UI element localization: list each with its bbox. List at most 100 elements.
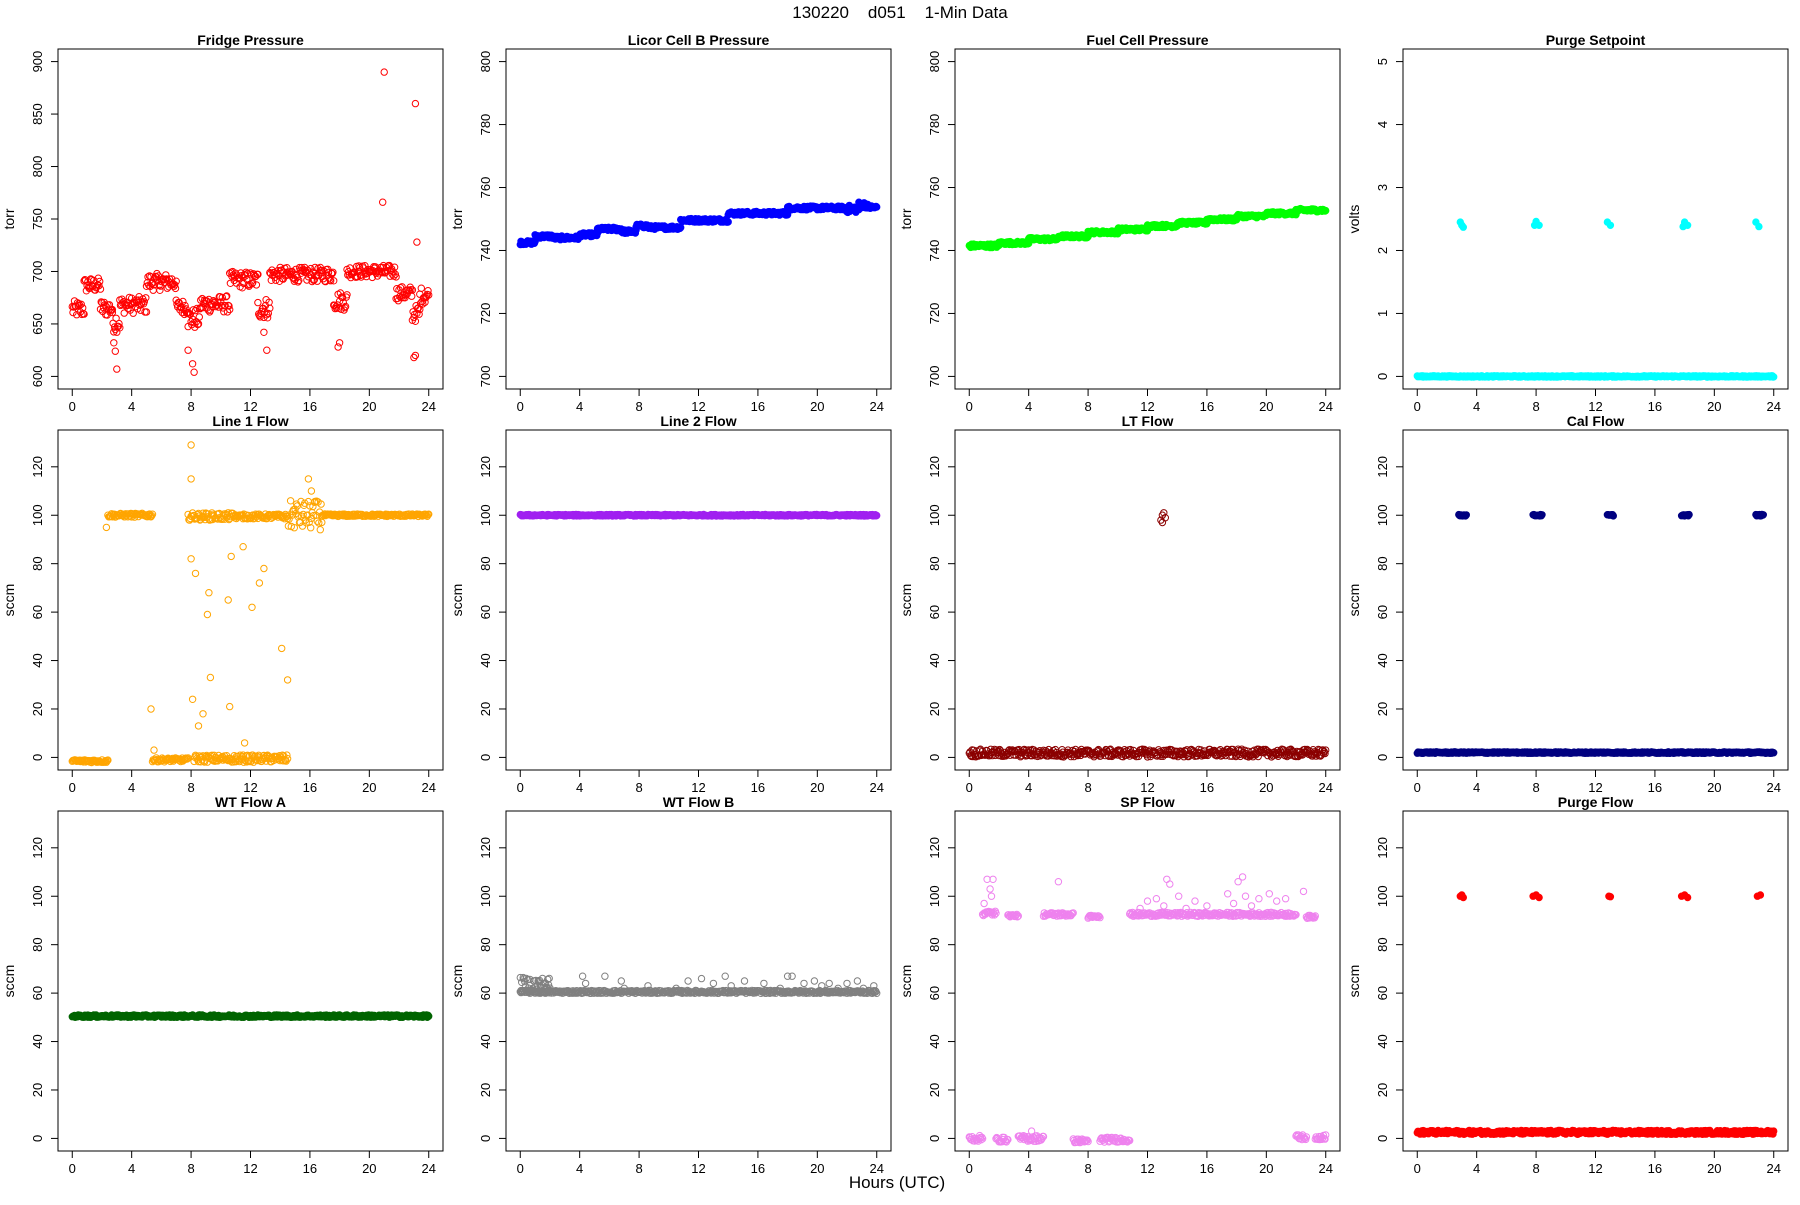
data-point [253, 282, 259, 288]
data-point [1771, 750, 1777, 756]
x-tick-label: 8 [187, 780, 194, 795]
y-tick-label: 120 [30, 456, 45, 478]
data-point [314, 518, 320, 524]
y-tick-label: 40 [30, 653, 45, 667]
y-tick-label: 0 [1375, 373, 1390, 380]
x-tick-label: 4 [1473, 399, 1480, 414]
panel-title: WT Flow B [663, 794, 735, 810]
x-tick-label: 24 [422, 1161, 436, 1176]
data-point [678, 224, 684, 230]
data-point [227, 703, 233, 709]
y-tick-label: 0 [30, 754, 45, 761]
data-point [206, 590, 212, 596]
x-tick-label: 20 [1259, 780, 1273, 795]
x-tick-label: 16 [751, 399, 765, 414]
panel-title: Line 1 Flow [212, 413, 288, 429]
x-tick-label: 12 [691, 399, 705, 414]
plot-frame [58, 430, 443, 770]
data-point [188, 476, 194, 482]
x-tick-label: 12 [243, 399, 257, 414]
y-tick-label: 3 [1375, 184, 1390, 191]
x-tick-label: 0 [69, 1161, 76, 1176]
panel-title: WT Flow A [215, 794, 286, 810]
data-point [1756, 223, 1762, 229]
y-tick-label: 800 [30, 156, 45, 178]
x-tick-label: 12 [1140, 399, 1154, 414]
y-tick-label: 850 [30, 103, 45, 125]
x-tick-label: 20 [1707, 780, 1721, 795]
series-points [517, 973, 880, 997]
y-tick-label: 120 [30, 837, 45, 859]
x-tick-label: 0 [1414, 399, 1421, 414]
plot-frame [955, 430, 1340, 770]
y-tick-label: 0 [478, 754, 493, 761]
y-tick-label: 700 [927, 366, 942, 388]
plot-frame [506, 811, 891, 1151]
data-point [1607, 222, 1613, 228]
y-tick-label: 720 [927, 303, 942, 325]
plot-frame [506, 430, 891, 770]
y-tick-label: 20 [478, 1083, 493, 1097]
y-tick-label: 60 [478, 986, 493, 1000]
y-tick-label: 900 [30, 51, 45, 73]
y-axis-label: sccm [1346, 584, 1362, 617]
data-point [305, 476, 311, 482]
y-tick-label: 4 [1375, 121, 1390, 128]
y-tick-label: 80 [927, 556, 942, 570]
data-point [1323, 207, 1329, 213]
series-points [1414, 218, 1777, 380]
y-tick-label: 2 [1375, 247, 1390, 254]
data-point [308, 488, 314, 494]
panel-title: Line 2 Flow [660, 413, 736, 429]
data-point [1463, 512, 1469, 518]
x-tick-label: 4 [576, 1161, 583, 1176]
y-axis-label: sccm [449, 965, 465, 998]
data-point [207, 674, 213, 680]
data-point [261, 565, 267, 571]
panel-title: Licor Cell B Pressure [628, 32, 770, 48]
y-axis-label: sccm [1, 584, 17, 617]
y-tick-label: 120 [478, 456, 493, 478]
data-point [874, 204, 880, 210]
x-tick-label: 4 [128, 399, 135, 414]
x-tick-label: 0 [1414, 780, 1421, 795]
y-axis-label: sccm [449, 584, 465, 617]
x-tick-label: 24 [1767, 399, 1781, 414]
data-point [185, 347, 191, 353]
x-tick-label: 20 [1707, 399, 1721, 414]
y-tick-label: 0 [30, 1135, 45, 1142]
data-point [426, 1013, 432, 1019]
x-tick-label: 12 [1588, 399, 1602, 414]
x-tick-label: 4 [1025, 399, 1032, 414]
data-point [239, 285, 245, 291]
data-point [249, 604, 255, 610]
y-tick-label: 700 [30, 261, 45, 283]
y-tick-label: 0 [1375, 754, 1390, 761]
x-tick-label: 0 [517, 780, 524, 795]
panel-title: Cal Flow [1567, 413, 1625, 429]
data-point [412, 352, 418, 358]
y-tick-label: 120 [1375, 456, 1390, 478]
x-tick-label: 12 [691, 1161, 705, 1176]
series-points [966, 510, 1329, 761]
series-points [69, 69, 432, 376]
x-tick-label: 12 [1140, 780, 1154, 795]
x-tick-label: 0 [69, 399, 76, 414]
x-tick-label: 0 [517, 399, 524, 414]
y-tick-label: 100 [1375, 504, 1390, 526]
x-tick-label: 16 [303, 780, 317, 795]
x-tick-label: 24 [870, 780, 884, 795]
y-axis-label: torr [1, 208, 17, 229]
y-tick-label: 780 [927, 114, 942, 136]
plot-frame [955, 49, 1340, 389]
y-tick-label: 780 [478, 114, 493, 136]
y-tick-label: 20 [1375, 702, 1390, 716]
y-tick-label: 60 [1375, 605, 1390, 619]
